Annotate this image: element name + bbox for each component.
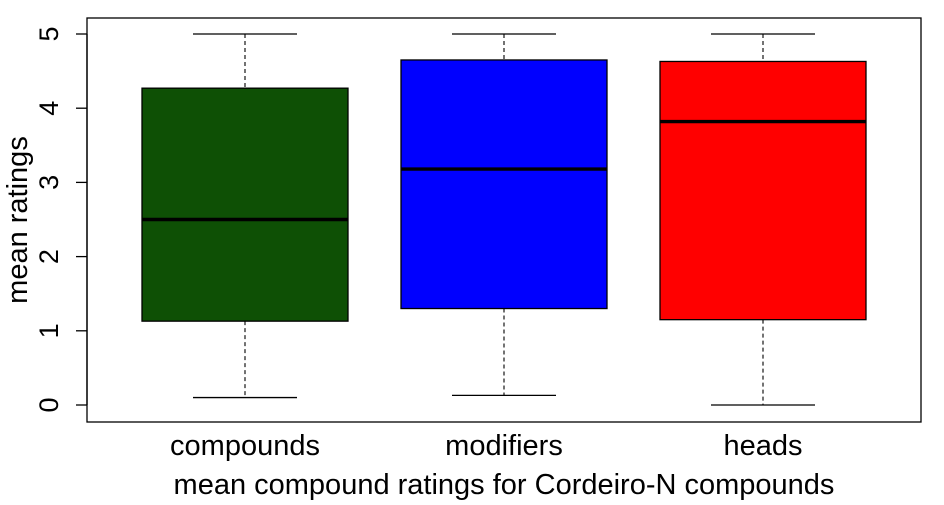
x-tick-label: modifiers bbox=[445, 430, 563, 462]
x-axis: compounds modifiers heads bbox=[170, 430, 802, 462]
y-tick-label: 2 bbox=[34, 249, 64, 264]
box-heads bbox=[659, 33, 867, 406]
y-axis-title: mean ratings bbox=[2, 136, 34, 304]
y-tick-label: 5 bbox=[34, 26, 64, 41]
y-tick-label: 3 bbox=[34, 175, 64, 190]
box-compounds bbox=[141, 33, 349, 399]
y-tick-label: 0 bbox=[34, 397, 64, 412]
y-tick-label: 1 bbox=[34, 323, 64, 338]
box-iqr bbox=[141, 87, 349, 322]
box-modifiers bbox=[400, 33, 608, 397]
y-axis: 0 1 2 3 4 5 bbox=[34, 26, 88, 413]
x-tick-label: heads bbox=[723, 430, 802, 462]
y-tick-label: 4 bbox=[34, 101, 64, 116]
box-iqr bbox=[659, 60, 867, 321]
box-iqr bbox=[400, 59, 608, 310]
x-tick-label: compounds bbox=[170, 430, 320, 462]
boxes bbox=[141, 33, 867, 406]
x-axis-title: mean compound ratings for Cordeiro-N com… bbox=[174, 469, 835, 501]
